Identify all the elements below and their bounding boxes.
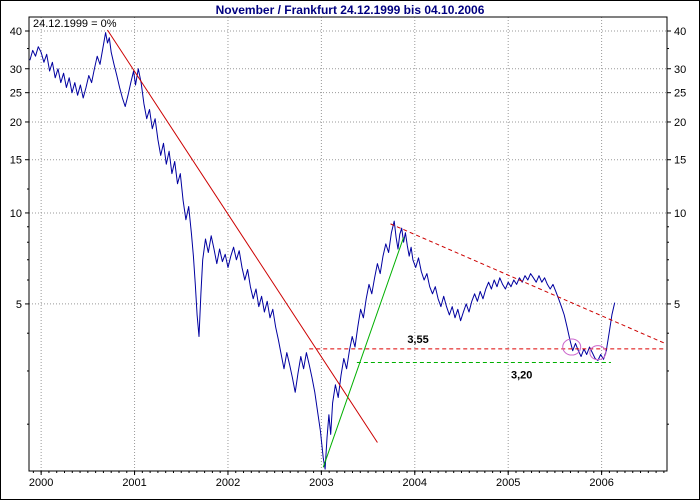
baseline-annotation: 24.12.1999 = 0%	[33, 18, 117, 30]
price-series	[29, 32, 616, 470]
x-tick-label: 2000	[29, 477, 53, 489]
y-tick-label-left: 10	[10, 208, 22, 220]
y-tick-label-left: 5	[16, 299, 22, 311]
highlight-circle	[562, 338, 582, 356]
x-tick-label: 2005	[496, 477, 520, 489]
chart-title: November / Frankfurt 24.12.1999 bis 04.1…	[215, 3, 485, 17]
y-tick-label-left: 20	[10, 117, 22, 129]
y-tick-label-right: 15	[674, 155, 686, 167]
axis-labels: 40 40 30 30 25 25 20 20 15 15 10 10 5 5 2000 2001 2002 20…	[10, 26, 687, 489]
level-label: 3,55	[407, 334, 428, 346]
trendline-downtrend-2003-2006	[390, 223, 666, 344]
y-tick-label-right: 5	[674, 299, 680, 311]
x-tick-label: 2004	[403, 477, 427, 489]
x-tick-label: 2002	[216, 477, 240, 489]
gridlines	[29, 17, 667, 471]
y-tick-label-right: 20	[674, 117, 686, 129]
y-tick-label-right: 30	[674, 64, 686, 76]
x-tick-label: 2001	[122, 477, 146, 489]
x-tick-label: 2003	[309, 477, 333, 489]
y-tick-label-left: 15	[10, 155, 22, 167]
y-tick-label-right: 25	[674, 88, 686, 100]
y-tick-label-left: 30	[10, 64, 22, 76]
level-label: 3,20	[511, 369, 532, 381]
trendline-uptrend-2003	[322, 237, 405, 468]
y-tick-label-left: 25	[10, 88, 22, 100]
trendline-downtrend-2000-2003	[107, 29, 378, 443]
axis-ticks	[25, 30, 671, 475]
plot-frame	[28, 16, 668, 472]
y-tick-label-right: 40	[674, 26, 686, 38]
y-tick-label-right: 10	[674, 208, 686, 220]
x-tick-label: 2006	[589, 477, 613, 489]
highlight-circle	[589, 345, 607, 361]
y-tick-label-left: 40	[10, 26, 22, 38]
